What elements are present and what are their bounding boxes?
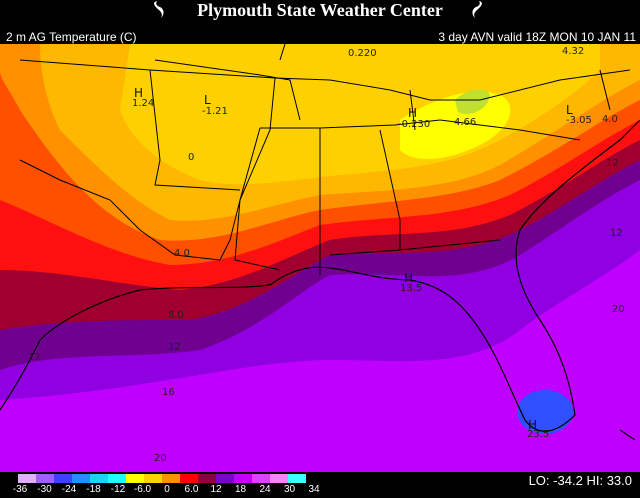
contour-label: 20: [612, 304, 625, 315]
temp-band-gold: [120, 44, 600, 185]
contour-label: 13.5: [400, 283, 422, 294]
contour-label: 4.32: [562, 46, 584, 57]
color-scale-tick-label: -36: [12, 484, 28, 495]
color-scale-segment: [108, 474, 126, 483]
temperature-map: 0.220 4.32 1.24 -1.21 0 -0.230 4.66 -3.0…: [0, 44, 640, 472]
map-canvas: 0.220 4.32 1.24 -1.21 0 -0.230 4.66 -3.0…: [0, 44, 640, 472]
hurricane-icon: [472, 1, 482, 18]
header-bar: [0, 0, 640, 30]
coastline: [0, 119, 640, 441]
color-scale-segment: [216, 474, 234, 483]
color-scale-segment: [54, 474, 72, 483]
lo-value: -34.2: [553, 473, 583, 488]
color-scale-tick-label: 30: [283, 484, 296, 495]
color-scale-tick-label: 6.0: [184, 484, 199, 495]
contour-label: 1.24: [132, 98, 154, 109]
high-marker: H: [404, 271, 413, 285]
contour-label: 12: [606, 158, 619, 169]
color-scale-segment: [36, 474, 54, 483]
color-scale-tick-label: 0: [164, 484, 170, 495]
color-scale-tick-label: -18: [86, 484, 101, 495]
high-marker: H: [134, 86, 143, 100]
contour-label: 8.0: [168, 310, 184, 321]
state-boundaries: [19, 44, 631, 275]
color-scale-segment: [72, 474, 90, 483]
contour-label: 4.0: [602, 114, 618, 125]
contour-label: 12: [610, 228, 623, 239]
contour-label: -0.230: [398, 119, 430, 130]
color-scale-segment: [252, 474, 270, 483]
hi-label: HI:: [586, 473, 604, 488]
color-scale-segment: [126, 474, 144, 483]
color-scale-tick-label: -24: [61, 484, 77, 495]
contour-label: 4.0: [174, 248, 190, 259]
contour-label: 23.5: [527, 429, 549, 440]
lo-hi-readout: LO: -34.2 HI: 33.0: [529, 474, 632, 488]
temp-band-yellow: [400, 91, 511, 160]
color-scale-segment: [234, 474, 252, 483]
color-scale-segment: [144, 474, 162, 483]
contour-label: -1.21: [202, 106, 228, 117]
contour-label: 0.220: [348, 48, 377, 59]
run-info: 3 day AVN valid 18Z MON 10 JAN 11: [438, 30, 636, 44]
color-scale-tick-label: -30: [37, 484, 52, 495]
temp-band-green: [455, 89, 490, 115]
contour-label: 12: [28, 352, 41, 363]
color-scale-segment: [198, 474, 216, 483]
color-scale-segment: [288, 474, 306, 483]
color-scale-tick-label: 34: [308, 484, 320, 495]
color-scale-tick-label: -12: [110, 484, 126, 495]
high-marker: H: [528, 418, 537, 432]
color-scale-tick-label: 18: [234, 484, 247, 495]
lo-label: LO:: [528, 473, 550, 488]
color-scale-ticks: -36 -30 -24 -18 -12 -6.0 0 6.0 12 18 24 30 34: [0, 484, 340, 496]
color-scale-segment: [180, 474, 198, 483]
color-scale-segment: [162, 474, 180, 483]
color-scale-tick-label: -6.0: [133, 484, 152, 495]
color-scale-segment: [90, 474, 108, 483]
color-scale: [18, 474, 306, 483]
hurricane-icon: [154, 1, 164, 18]
contour-label: 20: [154, 453, 167, 464]
field-label: 2 m AG Temperature (C): [6, 30, 137, 44]
temp-band-blue: [517, 390, 573, 434]
color-scale-segment: [270, 474, 288, 483]
page-title: Plymouth State Weather Center: [197, 0, 443, 20]
contour-label: -3.05: [566, 115, 592, 126]
color-scale-tick-label: 12: [210, 484, 222, 495]
color-scale-segment: [18, 474, 36, 483]
low-marker: L: [204, 93, 211, 107]
contour-label: 16: [162, 387, 175, 398]
contour-label: 4.66: [454, 117, 476, 128]
contour-label: 12: [168, 342, 181, 353]
high-marker: H: [408, 106, 417, 120]
low-marker: L: [566, 103, 573, 117]
contour-label: 0: [188, 152, 194, 163]
color-scale-tick-label: 24: [259, 484, 271, 495]
hi-value: 33.0: [606, 473, 632, 488]
